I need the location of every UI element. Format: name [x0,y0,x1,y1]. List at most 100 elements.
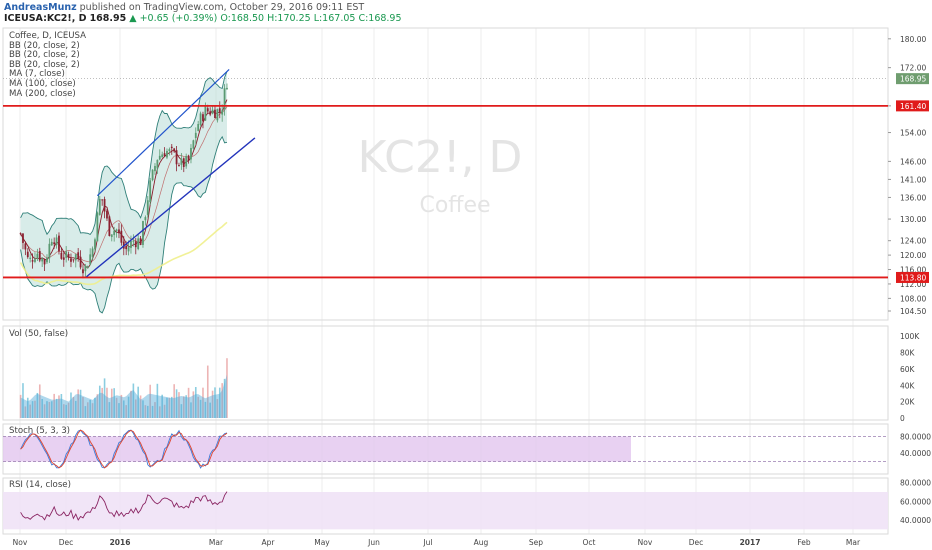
volume-bar [106,387,108,418]
volume-bar [216,399,219,418]
volume-bar [180,404,183,418]
symbol: ICEUSA:KC2!, D [4,13,87,24]
time-tick-label: Sep [529,538,543,547]
candle [91,248,94,257]
candle [158,155,161,160]
rsi-label[interactable]: RSI (14, close) [9,480,71,490]
indicator-label[interactable]: MA (100, close) [9,78,76,89]
volume-bar [122,400,125,418]
time-tick-label: Jun [367,538,380,547]
volume-bar [158,406,161,418]
volume-bar [19,394,22,418]
channel-upper [96,69,230,197]
candle [106,210,108,219]
volume-bar [211,390,214,418]
candle [130,241,132,248]
volume-average [20,374,227,418]
candle [197,124,200,131]
price-tick-label: 172.00 [900,64,926,73]
candle [120,230,123,243]
publish-header: AndreasMunz published on TradingView.com… [4,2,364,13]
volume-bar [46,401,48,418]
candle [101,199,104,201]
indicator-label[interactable]: MA (200, close) [9,88,76,99]
volume-bar [113,388,115,418]
time-tick-label: Oct [583,538,596,547]
candle [134,241,137,248]
rsi-band [3,492,888,530]
time-tick-label: Apr [262,538,276,547]
volume-tick-label: 60K [900,365,916,374]
stoch-band [3,436,631,462]
candle [41,258,44,262]
indicator-label[interactable]: BB (20, close, 2) [9,40,80,51]
volume-bar [197,396,199,418]
candle [62,257,65,260]
time-tick-label: Feb [797,538,811,547]
candle [89,254,92,265]
volume-bar [142,400,144,418]
bb-lower [20,135,228,314]
rsi-pane [3,491,888,530]
candle [142,221,144,245]
candle [185,156,188,167]
indicator-label[interactable]: Coffee, D, ICEUSA [9,31,87,41]
candle [216,109,219,121]
bb-basis [20,106,228,263]
volume-bar [55,398,58,418]
candle [53,242,56,245]
candle [67,253,70,258]
candle [24,243,27,250]
volume-bar [151,405,154,418]
time-tick-label: Nov [13,538,28,547]
author-name[interactable]: AndreasMunz [4,2,77,13]
volume-bar [170,396,173,418]
candle [84,265,87,272]
indicator-label[interactable]: BB (20, close, 2) [9,50,80,61]
indicator-label[interactable]: BB (20, close, 2) [9,59,80,70]
candle [96,212,99,242]
volume-bar [101,387,103,418]
candle [58,235,60,252]
volume-bar [182,396,185,418]
volume-tick-label: 40K [900,381,916,390]
price-tick-label: 120.00 [900,251,926,260]
candle [48,243,51,259]
price-tick-label: 141.00 [900,175,926,184]
level-label: 113.80 [900,273,926,282]
price-tick-label: 154.00 [900,129,926,138]
time-tick-label: Dec [59,538,74,547]
candle [55,237,58,246]
volume-bar [43,404,46,418]
watermark: KC2!, D Coffee [358,132,523,218]
last-price-label: 168.95 [900,75,926,84]
candle [223,88,226,109]
stoch-label[interactable]: Stoch (5, 3, 3) [9,426,71,436]
bb-fill [20,71,227,313]
time-tick-label: Nov [638,538,653,547]
trend-channel [3,69,888,278]
candle [65,251,68,258]
candle [211,109,214,114]
volume-label[interactable]: Vol (50, false) [9,329,69,339]
candle [209,111,212,115]
candle [156,159,159,169]
price-tick-label: 124.00 [900,237,926,246]
indicator-label[interactable]: MA (7, close) [9,69,65,80]
volume-bar [41,399,43,418]
candle [29,257,32,259]
candle [187,155,190,161]
pane-frame [2,325,889,421]
stoch-tick-label: 80.0000 [900,432,931,441]
candle [103,199,106,212]
price-tick-label: 130.00 [900,215,926,224]
volume-bar [127,396,130,418]
candle [82,269,84,274]
candle [144,217,147,221]
volume-bar [82,397,84,418]
volume-bar [48,401,51,418]
volume-bar [161,394,163,418]
candle [194,132,197,139]
volume-bar [50,401,53,418]
